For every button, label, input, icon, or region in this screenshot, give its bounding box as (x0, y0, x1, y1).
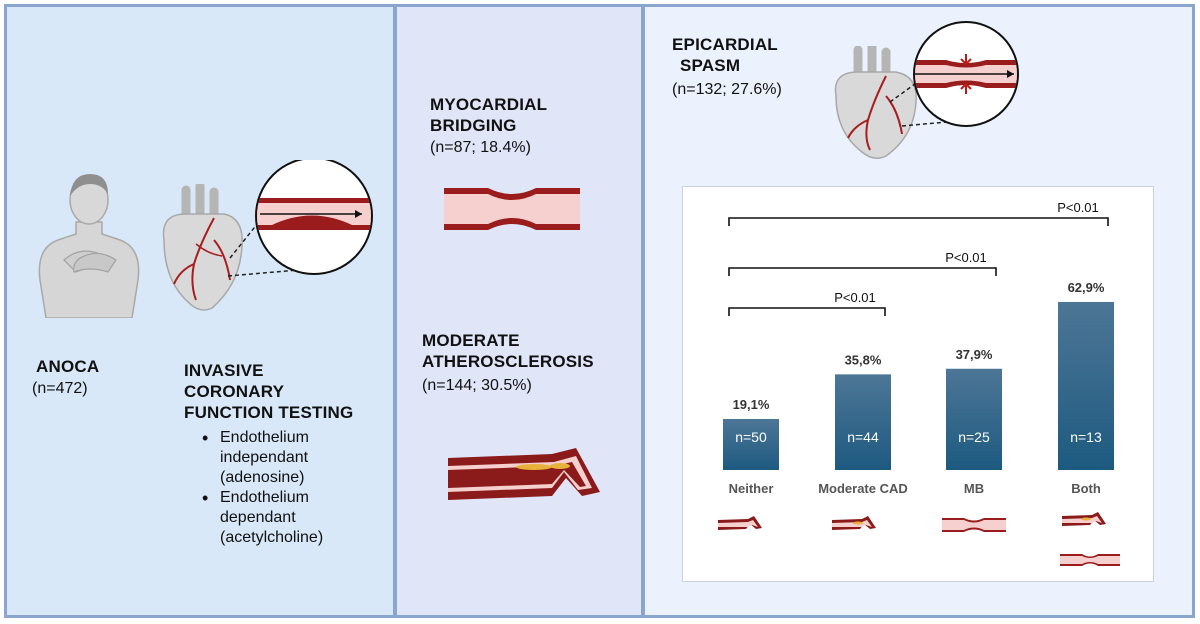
bar-labels: 19,1% n=50 Neither 35,8% n=44 Moderate CAD 37,… (729, 280, 1105, 496)
significance-bracket (728, 267, 997, 276)
testing-title-line: FUNCTION TESTING (184, 403, 354, 422)
patient-chest-pain-icon (38, 174, 140, 318)
value-label: 62,9% (1068, 280, 1105, 295)
category-label: Both (1071, 481, 1101, 496)
findings-panel (394, 4, 644, 618)
athero-title-line: ATHEROSCLEROSIS (422, 352, 594, 371)
bar-both (1058, 301, 1114, 470)
n-label: n=25 (958, 429, 990, 445)
testing-title-line: CORONARY (184, 382, 285, 401)
category-label: Moderate CAD (818, 481, 908, 496)
athero-count: (n=144; 30.5%) (422, 377, 532, 394)
bullet-line: independant (220, 449, 309, 466)
value-label: 35,8% (845, 352, 882, 367)
p-value-label: P<0.01 (1057, 200, 1099, 215)
mb-title-line: MYOCARDIAL (430, 95, 548, 114)
anoca-title: ANOCA (36, 357, 100, 376)
neither-vessel-icon (718, 516, 762, 530)
significance-bracket (728, 307, 886, 316)
bullet-line: Endothelium (220, 429, 309, 446)
both-bridge-vessel-icon (1060, 554, 1120, 566)
spasm-zoom-icon (889, 21, 1019, 127)
bullet-item: Endothelium independant (adenosine) (198, 428, 323, 488)
p-value-label: P<0.01 (834, 290, 876, 305)
spasm-heart-icon (834, 46, 917, 159)
testing-title: INVASIVE CORONARY FUNCTION TESTING (184, 360, 353, 423)
bar-mb (946, 368, 1002, 470)
bullet-line: (adenosine) (220, 469, 305, 486)
anoca-count: (n=472) (32, 380, 88, 397)
n-label: n=44 (847, 429, 879, 445)
category-vessel-icons (718, 512, 1120, 566)
category-label: MB (964, 481, 984, 496)
coronary-zoom-icon (227, 160, 373, 277)
significance-brackets: P<0.01 P<0.01 P<0.01 (728, 200, 1109, 316)
mb-title-line: BRIDGING (430, 116, 517, 135)
myocardial-bridge-vessel-icon (444, 188, 580, 230)
mb-vessel-icon (942, 518, 1006, 532)
atherosclerosis-vessel-icon (448, 448, 600, 500)
bullet-line: Endothelium (220, 489, 309, 506)
bar-neither (723, 418, 779, 470)
bar-series (723, 301, 1114, 470)
moderate-cad-vessel-icon (832, 516, 876, 530)
spasm-title: EPICARDIAL SPASM (672, 34, 778, 76)
testing-bullets: Endothelium independant (adenosine) Endo… (198, 428, 323, 548)
spasm-title-line: SPASM (680, 56, 741, 75)
n-label: n=50 (735, 429, 767, 445)
bar-moderate-cad (835, 374, 891, 470)
p-value-label: P<0.01 (945, 250, 987, 265)
both-atherosclerosis-vessel-icon (1062, 512, 1106, 526)
value-label: 37,9% (956, 347, 993, 362)
athero-title-line: MODERATE (422, 331, 520, 350)
testing-title-line: INVASIVE (184, 361, 264, 380)
mb-title: MYOCARDIAL BRIDGING (430, 94, 547, 136)
bullet-item: Endothelium dependant (acetylcholine) (198, 488, 323, 548)
value-label: 19,1% (733, 397, 770, 412)
spasm-count: (n=132; 27.6%) (672, 81, 782, 98)
bullet-line: dependant (220, 509, 296, 526)
mb-count: (n=87; 18.4%) (430, 139, 531, 156)
spasm-bar-chart: P<0.01 P<0.01 P<0.01 19,1% n=50 Neither 35,8%… (718, 200, 1120, 566)
category-label: Neither (729, 481, 774, 496)
spasm-title-line: EPICARDIAL (672, 35, 778, 54)
athero-title: MODERATE ATHEROSCLEROSIS (422, 330, 594, 372)
n-label: n=13 (1070, 429, 1102, 445)
significance-bracket (728, 217, 1109, 226)
bullet-line: (acetylcholine) (220, 529, 324, 546)
